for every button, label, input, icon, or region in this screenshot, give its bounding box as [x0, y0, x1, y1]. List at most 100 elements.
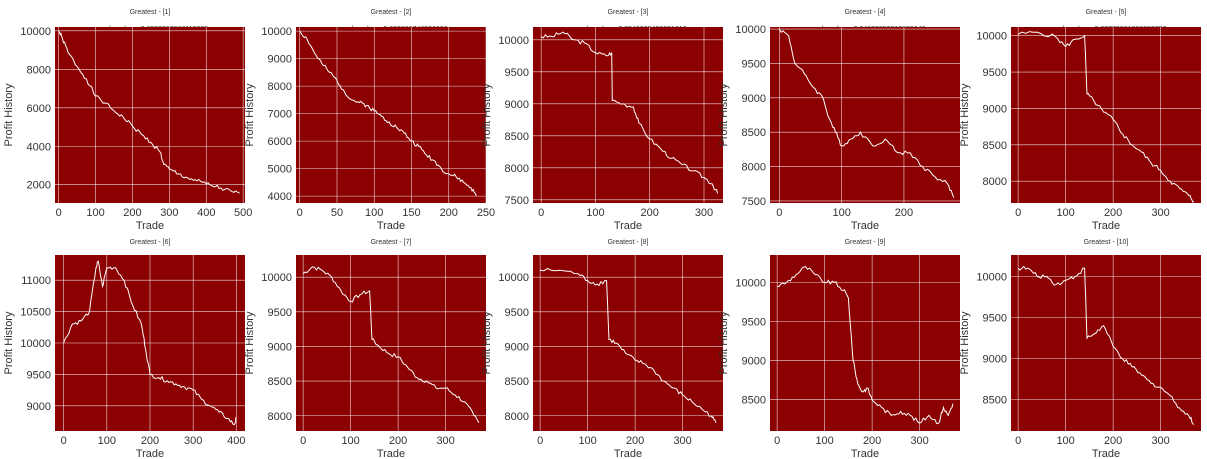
- profit-history-line: [540, 267, 717, 423]
- y-tick-label: 10000: [498, 272, 529, 284]
- y-tick-label: 9500: [268, 307, 292, 319]
- x-tick-label: 100: [341, 435, 359, 447]
- x-axis-label: Trade: [614, 448, 642, 459]
- x-tick-label: 0: [776, 207, 782, 219]
- y-tick-label: 9500: [983, 313, 1007, 325]
- y-tick-label: 8000: [505, 163, 529, 175]
- y-tick-label: 8000: [268, 411, 292, 423]
- y-tick-label: 9000: [983, 354, 1007, 366]
- y-tick-label: 10000: [20, 338, 51, 350]
- x-axis-label: Trade: [851, 220, 879, 232]
- x-axis-label: Trade: [851, 448, 879, 459]
- x-tick-label: 400: [197, 207, 215, 219]
- y-tick-label: 8500: [505, 376, 529, 388]
- x-tick-label: 0: [774, 435, 780, 447]
- chart-title-line-1: Greatest - [8]: [608, 239, 649, 246]
- x-tick-label: 200: [440, 207, 458, 219]
- y-tick-label: 9000: [505, 99, 529, 111]
- y-axis-label: Profit History: [959, 311, 971, 374]
- profit-history-line: [1017, 31, 1195, 203]
- x-axis-label: Trade: [1092, 448, 1120, 459]
- y-tick-label: 8000: [742, 162, 766, 174]
- y-tick-label: 10000: [261, 272, 292, 284]
- profit-history-line: [58, 30, 240, 194]
- x-tick-label: 200: [1104, 207, 1122, 219]
- y-tick-label: 11000: [21, 275, 51, 287]
- x-tick-label: 300: [910, 435, 928, 447]
- y-axis-label: Profit History: [718, 83, 730, 146]
- profit-history-line: [1017, 265, 1195, 425]
- profit-history-line: [777, 266, 954, 425]
- y-tick-label: 8500: [742, 127, 766, 139]
- x-tick-label: 100: [815, 435, 833, 447]
- plot-area: [770, 255, 960, 431]
- y-tick-label: 9500: [27, 369, 51, 381]
- x-tick-label: 100: [586, 207, 604, 219]
- plot-area: [533, 27, 723, 203]
- y-axis-label: Profit History: [959, 83, 971, 146]
- y-tick-label: 8500: [983, 395, 1007, 407]
- y-tick-label: 10000: [20, 26, 51, 38]
- y-tick-label: 9500: [505, 67, 529, 79]
- y-tick-label: 8000: [27, 64, 51, 76]
- y-tick-label: 8000: [983, 176, 1007, 188]
- x-tick-label: 0: [300, 435, 306, 447]
- y-axis-label: Profit History: [3, 311, 15, 374]
- y-tick-label: 7000: [268, 109, 292, 121]
- x-tick-label: 300: [695, 207, 713, 219]
- x-tick-label: 0: [538, 207, 544, 219]
- chart-title-line-1: Greatest - [5]: [1086, 9, 1127, 16]
- x-tick-label: 100: [1056, 435, 1074, 447]
- y-tick-label: 9500: [505, 307, 529, 319]
- y-tick-label: 9500: [983, 67, 1007, 79]
- x-tick-label: 200: [389, 435, 407, 447]
- profit-history-line: [540, 31, 719, 194]
- plot-area: [296, 27, 486, 203]
- y-tick-label: 10000: [735, 24, 766, 36]
- x-tick-label: 500: [234, 207, 252, 219]
- profit-history-line: [778, 28, 955, 198]
- y-axis-label: Profit History: [481, 311, 493, 374]
- x-tick-label: 400: [227, 435, 245, 447]
- x-tick-label: 300: [160, 207, 178, 219]
- x-axis-label: Trade: [377, 448, 405, 459]
- y-tick-label: 10000: [735, 277, 766, 289]
- x-tick-label: 100: [578, 435, 596, 447]
- x-tick-label: 250: [477, 207, 495, 219]
- y-tick-label: 6000: [268, 136, 292, 148]
- profit-history-line: [63, 260, 237, 426]
- y-tick-label: 9000: [505, 341, 529, 353]
- y-tick-label: 9000: [983, 103, 1007, 115]
- chart-title-line-1: Greatest - [3]: [608, 9, 649, 16]
- y-tick-label: 8500: [268, 376, 292, 388]
- y-tick-label: 9000: [742, 93, 766, 105]
- y-tick-label: 9500: [742, 316, 766, 328]
- x-tick-label: 300: [673, 435, 691, 447]
- y-tick-label: 4000: [268, 191, 292, 203]
- x-tick-label: 200: [1104, 435, 1122, 447]
- plot-area: [55, 27, 245, 203]
- x-tick-label: 0: [297, 207, 303, 219]
- x-axis-label: Trade: [377, 220, 405, 232]
- y-tick-label: 9000: [268, 54, 292, 66]
- y-tick-label: 10000: [976, 271, 1007, 283]
- y-tick-label: 10500: [20, 307, 51, 319]
- x-tick-label: 0: [1015, 207, 1021, 219]
- y-tick-label: 9000: [268, 341, 292, 353]
- y-tick-label: 4000: [27, 141, 51, 153]
- y-axis-label: Profit History: [244, 311, 256, 374]
- plot-area: [770, 27, 960, 203]
- x-tick-label: 150: [402, 207, 420, 219]
- y-axis-label: Profit History: [718, 311, 730, 374]
- y-tick-label: 5000: [268, 164, 292, 176]
- x-tick-label: 200: [641, 207, 659, 219]
- y-tick-label: 9000: [742, 356, 766, 368]
- y-tick-label: 8000: [505, 411, 529, 423]
- x-tick-label: 0: [56, 207, 62, 219]
